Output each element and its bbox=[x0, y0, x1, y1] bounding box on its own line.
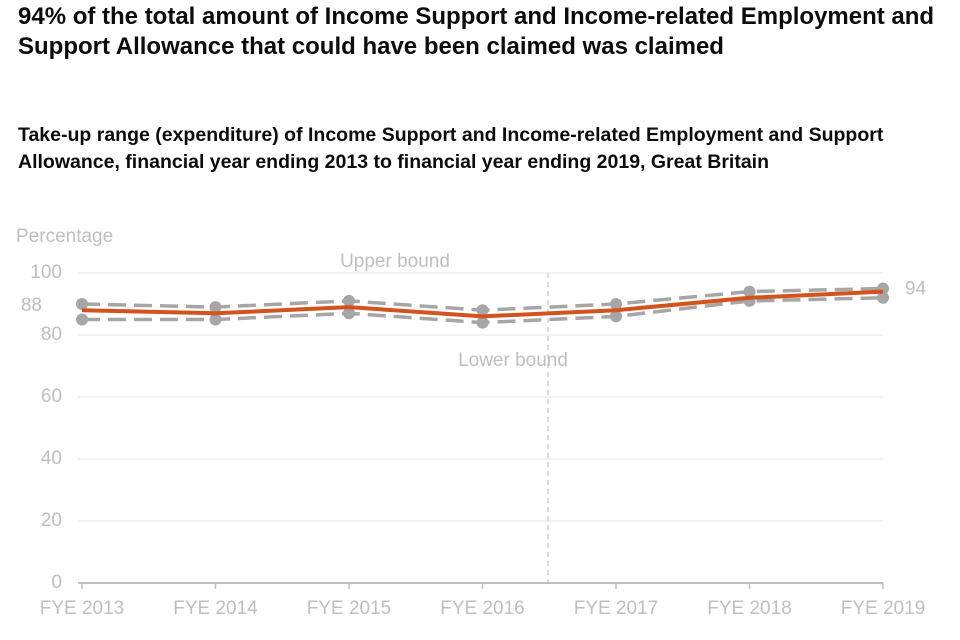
series-label: Lower bound bbox=[458, 350, 568, 371]
series-label: Upper bound bbox=[340, 251, 450, 272]
bound-point bbox=[610, 310, 622, 323]
bound-point bbox=[343, 307, 355, 320]
y-tick-label: 0 bbox=[51, 572, 62, 593]
x-tick-label: FYE 2017 bbox=[574, 598, 659, 619]
x-tick-label: FYE 2013 bbox=[40, 598, 125, 619]
x-tick-label: FYE 2016 bbox=[440, 598, 525, 619]
y-tick-label: 40 bbox=[41, 448, 62, 469]
y-tick-label: 80 bbox=[41, 324, 62, 345]
bound-point bbox=[476, 304, 489, 317]
y-axis-label: Percentage bbox=[16, 226, 113, 247]
y-tick-label: 20 bbox=[41, 510, 62, 531]
bound-point bbox=[76, 313, 88, 326]
chart-subtitle: Take-up range (expenditure) of Income Su… bbox=[18, 124, 884, 173]
bound-point bbox=[610, 298, 622, 310]
x-tick-label: FYE 2014 bbox=[173, 598, 258, 619]
chart-title: 94% of the total amount of Income Suppor… bbox=[18, 3, 935, 60]
bound-point bbox=[877, 291, 889, 304]
y-tick-label: 60 bbox=[41, 386, 62, 407]
central-line bbox=[81, 289, 884, 319]
x-tick-label: FYE 2018 bbox=[707, 598, 792, 619]
bound-point bbox=[209, 313, 222, 326]
bound-point bbox=[209, 301, 222, 314]
bound-point bbox=[743, 285, 756, 298]
x-tick-label: FYE 2019 bbox=[841, 598, 926, 619]
data-label: 94 bbox=[905, 279, 927, 300]
bound-point bbox=[476, 316, 489, 329]
bound-point bbox=[343, 294, 355, 307]
data-label: 88 bbox=[21, 295, 42, 316]
x-tick-label: FYE 2015 bbox=[307, 598, 392, 619]
y-tick-label: 100 bbox=[30, 262, 62, 283]
bound-point bbox=[76, 298, 88, 310]
